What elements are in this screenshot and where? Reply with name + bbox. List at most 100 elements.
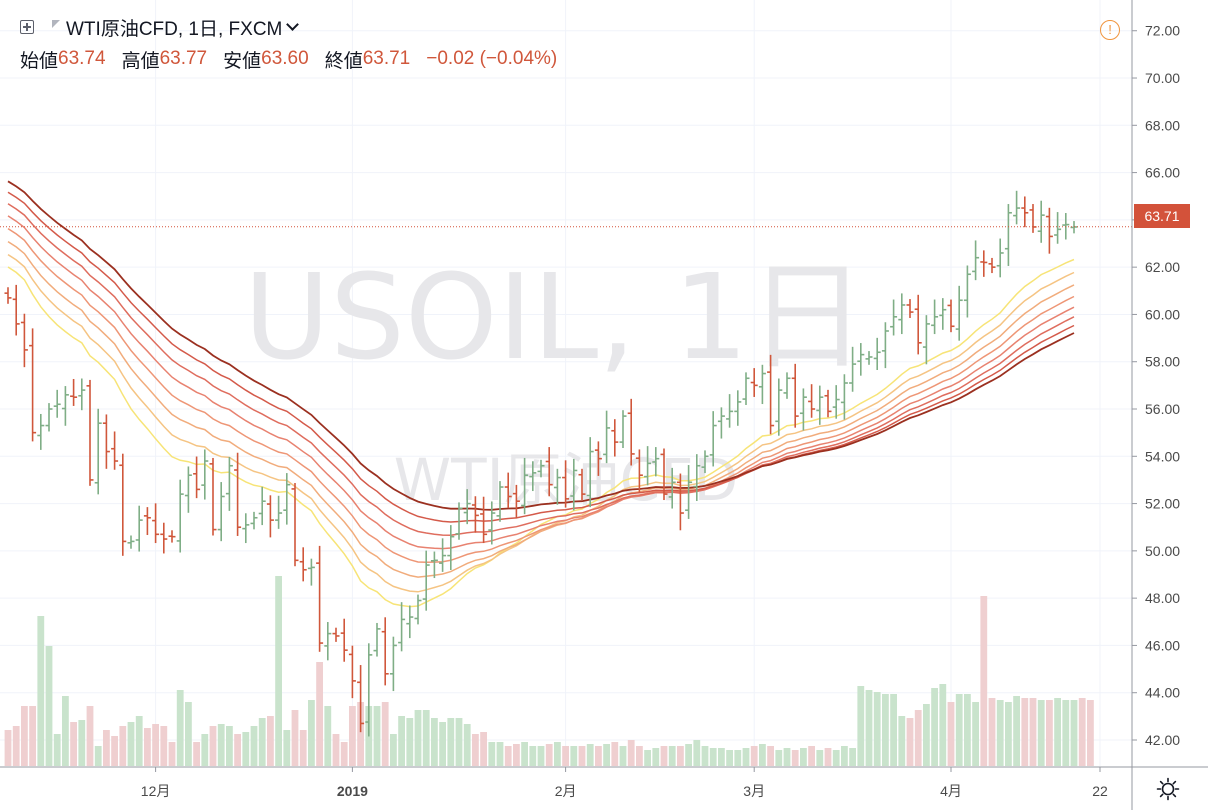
volume-bar [504,746,512,766]
volume-bar [619,746,627,766]
warning-circle-icon[interactable]: ! [1100,20,1120,40]
volume-bar [45,646,53,766]
volume-bar [308,700,315,766]
volume-bar [849,748,856,766]
ohlc-bar [726,394,734,428]
ohlc-bar [767,354,775,435]
ohlc-bar [750,368,758,397]
watermark-symbol: USOIL, 1日 [244,248,867,386]
moving-average-ribbon [7,180,1075,608]
ohlc-bar [685,465,693,519]
ohlc-bar [603,410,611,464]
volume-bar [431,718,438,766]
ohlc-bar [357,665,365,733]
ema-line [7,180,1075,511]
volume-bar [340,742,348,766]
gear-icon[interactable] [1156,777,1180,801]
volume-bar [390,734,397,766]
volume-bar [972,702,979,766]
ohlc-bar [143,507,151,536]
ohlc-bar [430,551,438,579]
volume-bar [422,710,430,766]
ohlc-bar [1004,204,1012,266]
ohlc-bar [799,388,807,431]
low-label: 安値 [223,50,262,72]
time-axis[interactable]: 12月 2019 2月 3月 4月 22 [141,767,1108,799]
ohlc-bar [480,496,488,544]
symbol-row: WTI原油CFD, 1日, FXCM [20,14,557,40]
legend: WTI原油CFD, 1日, FXCM 始値 63.74 高値 63.77 安値 63.… [20,14,557,72]
ohlc-bar [102,414,110,469]
volume-bar [119,726,127,766]
time-tick-label: 22 [1092,783,1108,799]
watermark: USOIL, 1日 WTI原油CFD [244,248,867,514]
volume-bar [595,746,602,766]
ohlc-bar [791,363,799,428]
volume-bar [775,750,783,766]
volume-bar [636,746,643,766]
volume-bar [1087,700,1094,766]
price-tick-label: 52.00 [1145,496,1180,512]
ohlc-bar [488,501,496,545]
ohlc-bar [209,457,217,536]
ohlc-bar [676,473,684,531]
chevron-down-icon[interactable] [286,17,300,31]
volume-bar [283,730,291,766]
plus-square-icon[interactable] [20,20,34,34]
volume-bar [29,706,36,766]
ohlc-bar [644,446,652,486]
volume-bar [406,718,414,766]
ohlc-bar [266,495,274,538]
volume-bar [1046,700,1053,766]
volume-bar [4,730,12,766]
volume-bar [980,596,988,766]
symbol-title[interactable]: WTI原油CFD, 1日, FXCM [66,18,283,40]
ohlc-bar [307,558,315,586]
ohlc-bar [783,372,791,399]
ohlc-bar [693,454,701,501]
volume-bar [898,716,906,766]
price-tick-label: 42.00 [1145,732,1180,748]
high-value: 63.77 [159,48,208,69]
volume-bar [734,750,742,766]
volume-bar [439,722,446,766]
last-price-tag: 63.71 [1134,204,1190,228]
ohlc-bar [422,550,430,611]
price-axis[interactable]: 42.00 44.00 46.00 48.00 50.00 52.00 54.00 56.00… [1132,23,1180,748]
volume-bar [750,746,758,766]
close-value: 63.71 [362,48,411,69]
ohlc-bar [283,473,291,525]
volume-bar [890,694,897,766]
ohlc-bar [512,484,520,519]
price-tick-label: 54.00 [1145,448,1180,464]
ohlc-bar [29,328,37,442]
ohlc-bar [373,622,381,657]
volume-bar [1005,702,1012,766]
ohlc-bar [922,315,930,365]
volume-bar [21,706,28,766]
volume-bar [447,718,455,766]
price-tick-label: 50.00 [1145,543,1180,559]
price-tick-label: 66.00 [1145,165,1180,181]
volume-bar [152,724,159,766]
volume-bar [201,734,209,766]
volume-bar [103,730,110,766]
ohlc-bar [996,238,1004,278]
volume-bar [62,696,69,766]
ohlc-bar [816,385,824,425]
volume-bar [94,746,102,766]
volume-bar [209,726,217,766]
ohlc-bar [78,378,86,411]
volume-bar [488,742,496,766]
volume-bar [906,718,914,766]
ohlc-bar [381,617,389,686]
ohlc-bar [734,390,742,426]
ohlc-bar [316,545,324,652]
flag-icon[interactable] [52,20,60,28]
ohlc-bar [652,447,660,477]
volume-bar [1037,700,1045,766]
ohlc-bar [1037,200,1045,243]
ohlc-bar [193,456,201,499]
volume-bar [332,734,340,766]
